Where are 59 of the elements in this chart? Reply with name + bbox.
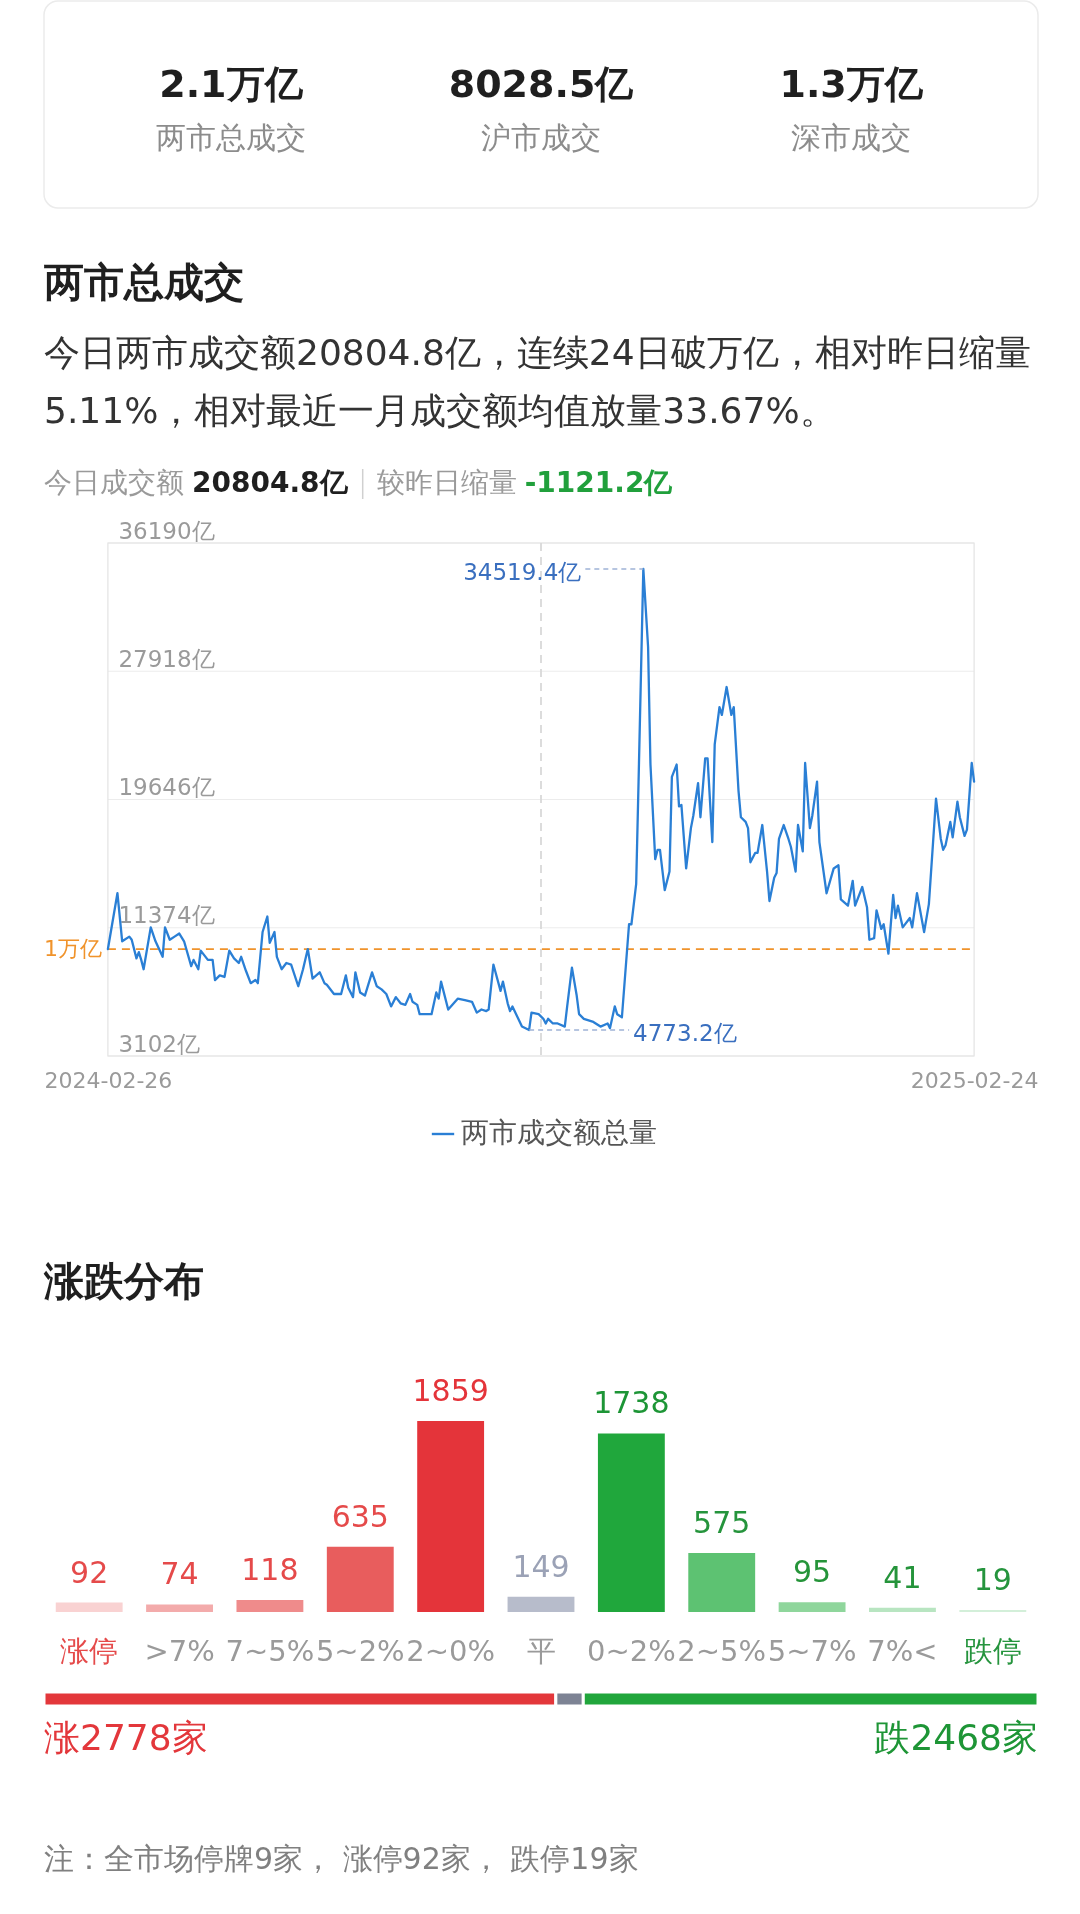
x-tick-label: 平	[526, 1633, 556, 1668]
bar	[236, 1599, 304, 1612]
data-label: 95	[793, 1554, 832, 1590]
bar	[507, 1596, 575, 1612]
y-tick-label: 19646亿	[118, 774, 215, 800]
annotation: 34519.4亿	[463, 558, 582, 585]
data-label: 575	[693, 1504, 751, 1540]
data-label: 149	[512, 1548, 570, 1584]
x-tick-label: 5~7%	[767, 1633, 857, 1668]
y-tick-label: 27918亿	[118, 645, 215, 672]
data-label: 涨2778家	[44, 1717, 208, 1758]
text: -1121.2亿	[524, 466, 674, 499]
bar	[55, 1602, 123, 1612]
x-tick-label: 涨停	[60, 1633, 119, 1668]
ref-line-label: 1万亿	[43, 936, 102, 962]
text: 两市总成交	[155, 120, 306, 155]
x-tick-label: 2025-02-24	[910, 1067, 1039, 1093]
bar	[597, 1433, 665, 1612]
data-label: 1738	[593, 1385, 670, 1421]
text: 今日成交额	[44, 466, 184, 499]
chart-title: 涨跌分布	[43, 1258, 204, 1304]
data-label: 1859	[412, 1373, 489, 1408]
data-label: 635	[331, 1498, 389, 1534]
x-tick-label: 2024-02-26	[44, 1067, 173, 1093]
bar	[146, 1604, 213, 1612]
text: 沪市成交	[481, 120, 601, 155]
y-tick-label: 36190亿	[118, 517, 215, 544]
annotation: 4773.2亿	[633, 1020, 737, 1047]
x-tick-label: >7%	[144, 1633, 215, 1668]
bar	[326, 1546, 394, 1612]
data-label: 19	[973, 1562, 1012, 1598]
bar	[417, 1421, 485, 1612]
chart-subtitle: 今日两市成交额20804.8亿，连续24日破万亿，相对昨日缩量5.11%，相对最近一月成交额均值放量33.67%。	[44, 332, 1031, 431]
x-tick-label: 2~0%	[406, 1633, 496, 1668]
x-tick-label: 5~2%	[315, 1633, 405, 1668]
y-tick-label: 3102亿	[118, 1030, 200, 1057]
chart-title: 两市总成交	[43, 259, 244, 305]
x-tick-label: 跌停	[963, 1633, 1022, 1668]
text: 注：全市场停牌9家， 涨停92家， 跌停19家	[44, 1841, 639, 1876]
x-tick-label: 0~2%	[586, 1633, 676, 1668]
y-tick-label: 11374亿	[118, 902, 215, 929]
text: 较昨日缩量	[376, 466, 517, 499]
bar	[869, 1607, 936, 1612]
x-tick-label: 2~5%	[677, 1633, 767, 1668]
bar	[688, 1552, 756, 1612]
data-label: 41	[883, 1559, 922, 1595]
data-label: 跌2468家	[874, 1717, 1038, 1758]
text: 深市成交	[791, 120, 912, 155]
data-label: 92	[70, 1554, 109, 1590]
text: 8028.5亿	[448, 62, 635, 106]
bar	[778, 1602, 846, 1612]
text: 20804.8亿	[192, 466, 349, 499]
legend-label: 两市成交额总量	[461, 1116, 657, 1149]
data-label: 74	[160, 1556, 199, 1592]
text: 1.3万亿	[779, 62, 924, 106]
x-tick-label: 7~5%	[225, 1633, 315, 1668]
x-tick-label: 7%<	[867, 1633, 938, 1668]
text: 2.1万亿	[159, 62, 304, 106]
data-label: 118	[241, 1551, 299, 1587]
